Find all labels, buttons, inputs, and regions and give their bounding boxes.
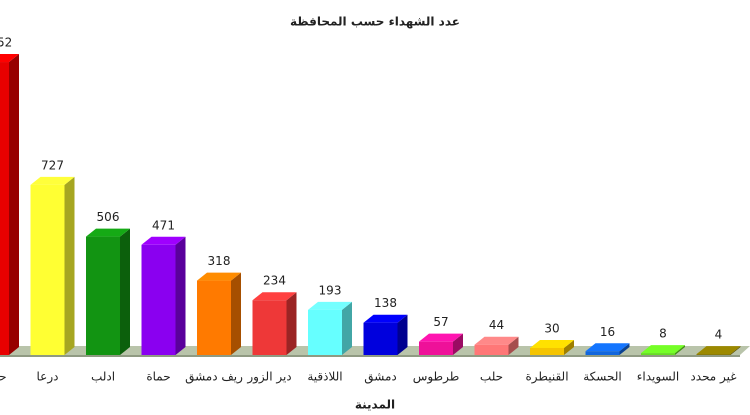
bar-top <box>86 228 130 237</box>
data-label: 4 <box>715 328 723 342</box>
bar <box>474 336 519 355</box>
bar-top <box>30 176 75 185</box>
bar-front <box>252 300 287 355</box>
x-tick-label: ادلب <box>91 370 115 384</box>
bar <box>641 345 685 355</box>
data-label: 471 <box>152 218 175 232</box>
chart-title: عدد الشهداء حسب المحافظة <box>290 15 460 29</box>
data-label: 318 <box>208 254 231 268</box>
floor-edge <box>0 355 740 357</box>
bar-side <box>286 292 297 355</box>
bar-top <box>141 236 186 245</box>
x-tick-label: حلب <box>480 370 503 384</box>
bar <box>197 272 241 355</box>
bar <box>530 339 574 355</box>
bar-side <box>231 272 241 355</box>
bar-side <box>397 314 408 355</box>
bar-top <box>197 272 241 281</box>
bar-front <box>363 322 398 355</box>
x-tick-label: ريف دمشق <box>185 370 243 385</box>
bar <box>696 346 741 355</box>
x-axis-title: المدينة <box>355 398 395 412</box>
data-label: 16 <box>600 325 615 339</box>
data-label: 506 <box>97 210 120 224</box>
data-label: 1252 <box>0 36 12 50</box>
bar-top <box>530 339 574 348</box>
x-tick-label: حماة <box>146 370 170 384</box>
x-tick-label: غير محدد <box>690 370 736 385</box>
bar-side <box>64 176 75 355</box>
data-label: 193 <box>319 283 342 297</box>
bar-top <box>419 333 463 342</box>
bar-side <box>453 333 463 355</box>
bar <box>30 176 75 355</box>
data-label: 30 <box>544 321 559 335</box>
x-tick-label: درعا <box>37 370 59 385</box>
bar-front <box>0 62 9 355</box>
bar-top <box>308 301 352 310</box>
bar-side <box>730 346 741 355</box>
bar-side <box>9 54 19 355</box>
bar-top <box>363 314 408 323</box>
bar-side <box>564 339 574 355</box>
bar-side <box>619 343 630 355</box>
bar-top <box>0 54 19 63</box>
x-tick-label: دير الزور <box>246 370 291 385</box>
bar-top <box>252 292 297 301</box>
bar-front <box>141 244 176 355</box>
bar-front <box>585 351 620 355</box>
bar-front <box>474 344 509 355</box>
bar-side <box>120 228 130 355</box>
bar <box>86 228 130 355</box>
bar <box>363 314 408 355</box>
bar-side <box>342 301 352 355</box>
bar-front <box>530 347 564 355</box>
bar <box>252 292 297 355</box>
x-tick-label: حمص <box>0 370 7 385</box>
data-label: 57 <box>433 315 448 329</box>
bar <box>419 333 463 355</box>
bar-front <box>30 184 65 355</box>
bar-top <box>585 343 630 352</box>
x-tick-label: دمشق <box>364 370 396 385</box>
data-label: 44 <box>489 318 504 332</box>
bar-front <box>419 341 453 355</box>
x-tick-label: القنيطرة <box>525 370 568 385</box>
data-label: 234 <box>263 274 286 288</box>
x-tick-label: السويداء <box>637 370 680 385</box>
bar <box>141 236 186 355</box>
bar-front <box>641 353 675 355</box>
bar-front <box>696 354 731 355</box>
bar-front <box>197 280 231 355</box>
data-label: 138 <box>374 296 397 310</box>
x-tick-label: الحسكة <box>583 370 622 384</box>
x-tick-label: اللاذقية <box>307 370 342 384</box>
bar-top <box>641 345 685 354</box>
bar-side <box>508 336 519 355</box>
x-tick-label: طرطوس <box>413 370 460 385</box>
bar-front <box>308 309 342 355</box>
bar <box>0 54 19 355</box>
data-label: 727 <box>41 158 64 172</box>
bar-front <box>86 236 120 355</box>
bar <box>585 343 630 355</box>
bar-side <box>675 345 685 355</box>
bar-top <box>696 346 741 355</box>
bar <box>308 301 352 355</box>
bar-side <box>175 236 186 355</box>
bar-top <box>474 336 519 345</box>
data-label: 8 <box>659 327 667 341</box>
